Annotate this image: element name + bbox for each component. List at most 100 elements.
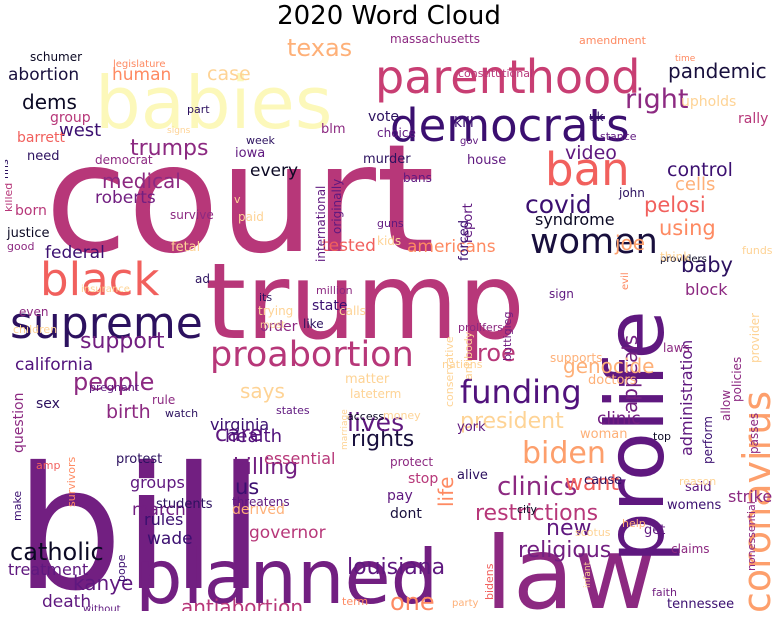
word-roe: roe xyxy=(477,339,516,367)
word-infant: infant xyxy=(583,561,593,588)
word-president: president xyxy=(460,409,564,434)
word-nations: nations xyxy=(442,358,483,371)
word-americans: americans xyxy=(407,237,496,257)
word-survivors: survivors xyxy=(65,456,78,507)
word-black: black xyxy=(40,253,159,306)
word-tennessee: tennessee xyxy=(667,597,734,611)
word-policies: policies xyxy=(730,357,744,402)
word-derived: derived xyxy=(232,502,285,518)
word-kanye: kanye xyxy=(73,571,133,595)
word-nonessential: nonessential xyxy=(745,501,758,571)
word-death: death xyxy=(42,592,91,611)
word-want: want xyxy=(565,471,619,496)
word-strikes: strikes xyxy=(728,487,773,506)
word-pelosi: pelosi xyxy=(644,193,706,217)
word-uk: uk xyxy=(589,110,604,124)
word-originally: originally xyxy=(330,179,344,234)
word-state: state xyxy=(312,298,347,314)
word-supports: supports xyxy=(550,351,602,365)
word-ad: ad xyxy=(195,272,210,286)
word-funds: funds xyxy=(742,244,773,257)
word-scotus: scotus xyxy=(575,526,611,539)
word-born: born xyxy=(15,203,47,219)
word-block: block xyxy=(685,280,728,299)
word-women: women xyxy=(530,222,658,262)
word-court: court xyxy=(45,113,435,287)
word-birth: birth xyxy=(106,401,151,423)
word-matter: matter xyxy=(345,372,390,387)
word-without: without xyxy=(83,604,121,611)
word-calls: calls xyxy=(339,304,366,318)
word-lives: lives xyxy=(347,408,404,437)
word-case: case xyxy=(207,63,251,85)
word-new: new xyxy=(546,516,591,541)
word-religious: religious xyxy=(518,538,611,563)
word-cells: cells xyxy=(675,174,715,195)
word-hhs: hhs xyxy=(5,159,11,179)
word-watch: watch xyxy=(165,407,198,420)
word-clinic: clinic xyxy=(597,409,641,429)
word-syndrome: syndrome xyxy=(535,210,615,229)
word-perform: perform xyxy=(701,416,715,464)
word-blm: blm xyxy=(321,122,346,137)
word-governor: governor xyxy=(249,523,326,543)
word-justice: justice xyxy=(6,226,49,241)
word-signs: signs xyxy=(167,126,191,136)
word-amp: amp xyxy=(36,459,60,472)
word-control: control xyxy=(667,159,733,181)
word-pay: pay xyxy=(387,488,413,504)
word-protest: protest xyxy=(116,452,162,467)
word-insurance: insurance xyxy=(81,284,130,295)
word-administration: administration xyxy=(677,340,696,456)
word-lateterm: lateterm xyxy=(350,387,401,401)
word-evil: evil xyxy=(620,272,631,290)
word-party: party xyxy=(452,598,479,609)
word-rules: rules xyxy=(144,510,183,529)
word-covid: covid xyxy=(525,190,592,219)
word-good: good xyxy=(7,240,34,253)
word-kids: kids xyxy=(377,234,401,248)
word-ban: ban xyxy=(545,143,630,196)
word-passes: passes xyxy=(747,413,761,454)
word-roberts: roberts xyxy=(95,188,156,208)
word-law: law xyxy=(485,515,656,611)
word-parenthood: parenthood xyxy=(375,50,640,104)
word-fetal: fetal xyxy=(171,240,200,255)
word-legislature: legislature xyxy=(113,59,165,70)
word-louisiana: louisiana xyxy=(347,555,445,580)
word-west: west xyxy=(59,120,101,141)
word-bidens: bidens xyxy=(483,563,496,600)
word-gov: gov xyxy=(460,136,478,147)
word-top: top xyxy=(653,430,671,443)
word-catholic: catholic xyxy=(10,538,104,566)
word-says: says xyxy=(240,379,285,403)
word-make: make xyxy=(11,491,24,521)
word-report: report xyxy=(461,203,476,243)
word-amendment: amendment xyxy=(579,34,647,47)
word-abortion: abortion xyxy=(8,65,79,85)
word-baby: baby xyxy=(681,253,733,277)
word-conservative: conservative xyxy=(443,336,456,407)
chart-title: 2020 Word Cloud xyxy=(277,1,501,31)
word-pregnant: pregnant xyxy=(89,381,140,394)
word-killing: killing xyxy=(233,455,298,480)
word-order: order xyxy=(260,319,298,335)
word-medical: medical xyxy=(102,169,181,193)
word-york: york xyxy=(457,420,486,435)
word-using: using xyxy=(659,216,716,240)
word-children: children xyxy=(13,323,57,336)
word-biden: biden xyxy=(522,436,606,471)
word-rally: rally xyxy=(738,111,768,127)
word-health: health xyxy=(225,426,282,447)
word-said: said xyxy=(685,480,712,495)
word-federal: federal xyxy=(45,243,105,263)
word-states: states xyxy=(276,404,310,417)
word-provider: provider xyxy=(748,313,762,363)
word-get: get xyxy=(644,523,665,538)
word-right: right xyxy=(625,84,688,115)
word-buttigieg: buttigieg xyxy=(501,312,514,361)
word-bill: bill xyxy=(15,431,265,611)
word-babies: babies xyxy=(95,61,332,145)
word-prolifers: prolifers xyxy=(458,321,503,334)
